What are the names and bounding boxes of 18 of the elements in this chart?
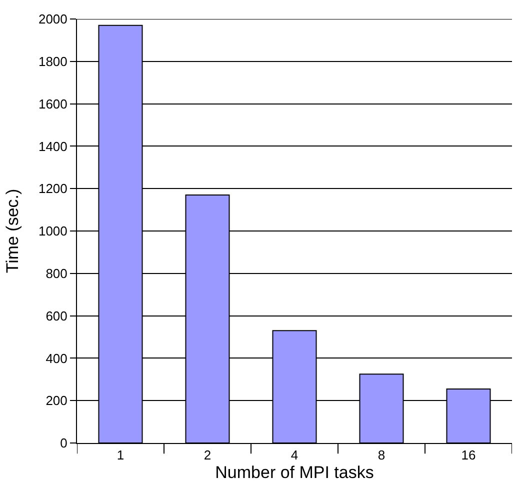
y-tick-label: 600 [46,308,68,324]
x-tick-label: 2 [204,448,212,463]
y-tick-label: 400 [46,350,68,366]
y-tick-label: 1800 [38,54,68,69]
x-tick-label: 8 [378,448,386,463]
y-tick-label: 800 [46,266,68,281]
y-tick-label: 1600 [38,96,68,112]
y-tick-label: 200 [46,393,68,408]
y-tick-label: 2000 [38,12,68,27]
y-tick-label: 1000 [38,224,68,239]
x-axis-title: Number of MPI tasks [215,463,374,482]
y-tick-label: 1200 [38,181,68,196]
x-tick-label: 1 [116,448,124,463]
x-tick-label: 4 [290,448,298,463]
y-tick-label: 1400 [38,138,68,154]
x-tick-label: 16 [461,448,476,463]
y-axis-title: Time (sec.) [3,188,22,274]
y-tick-label: 0 [60,436,68,451]
